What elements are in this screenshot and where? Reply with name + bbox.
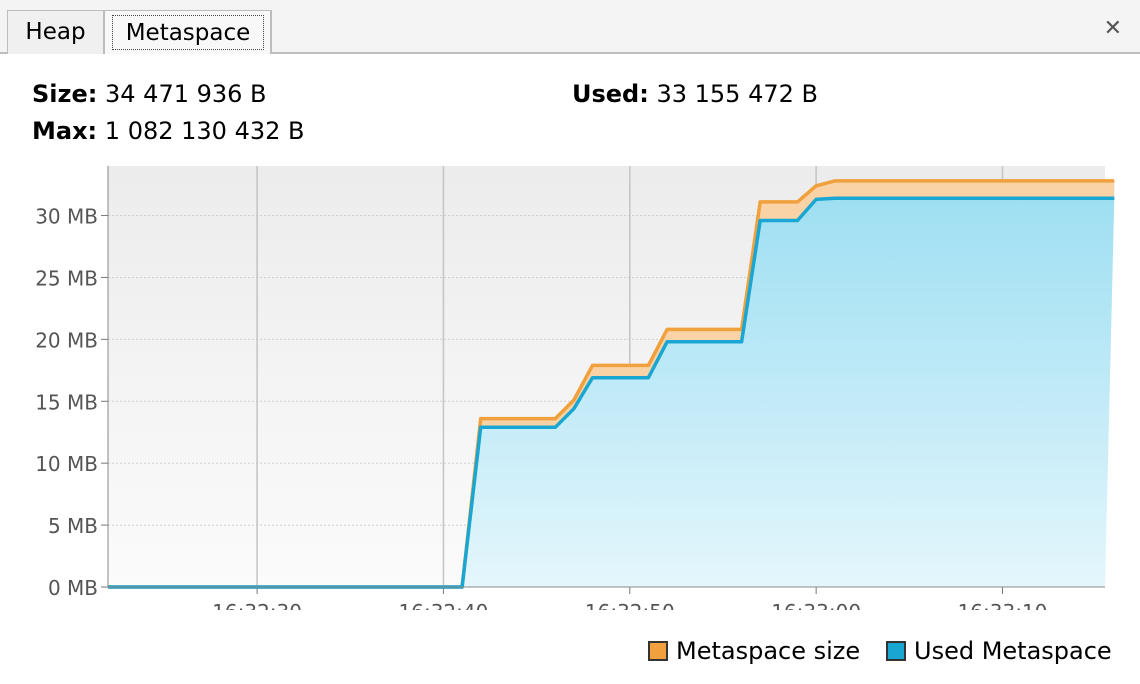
y-tick-label: 10 MB (35, 452, 98, 476)
tab-heap[interactable]: Heap (7, 10, 104, 54)
legend-swatch-metaspace-size (648, 641, 668, 661)
used-label: Used: (572, 80, 649, 108)
y-tick-label: 25 MB (35, 266, 98, 290)
tab-metaspace-label: Metaspace (112, 15, 264, 50)
tab-bar: Heap Metaspace ✕ (0, 0, 1140, 54)
legend-label-used-metaspace: Used Metaspace (914, 637, 1112, 665)
x-tick-label: 16:32:50 (585, 600, 675, 610)
close-icon[interactable]: ✕ (1103, 16, 1122, 41)
used-stat: Used: 33 155 472 B (572, 80, 818, 108)
tab-heap-label: Heap (25, 19, 86, 45)
x-tick-label: 16:33:10 (958, 600, 1048, 610)
metaspace-size-line (108, 179, 1115, 589)
chart-svg: 0 MB 5 MB 10 MB 15 MB 20 MB 25 MB 30 MB 16:32:3… (35, 166, 1115, 624)
size-stat: Size: 34 471 936 B (32, 80, 267, 108)
y-tick-label: 0 MB (48, 576, 98, 600)
y-tick-label: 15 MB (35, 390, 98, 414)
legend-swatch-used-metaspace (886, 641, 906, 661)
used-metaspace-area (108, 198, 1115, 587)
legend-used-metaspace: Used Metaspace (886, 636, 1112, 666)
max-value: 1 082 130 432 B (104, 117, 305, 145)
used-value: 33 155 472 B (656, 80, 818, 108)
legend-metaspace-size: Metaspace size (648, 636, 860, 666)
y-tick-label: 5 MB (48, 514, 98, 538)
max-label: Max: (32, 117, 98, 145)
size-label: Size: (32, 80, 98, 108)
used-metaspace-line (108, 196, 1115, 589)
x-tick-label: 16:32:40 (399, 600, 489, 610)
tab-metaspace[interactable]: Metaspace (104, 10, 272, 54)
x-tick-label: 16:33:00 (771, 600, 861, 610)
max-stat: Max: 1 082 130 432 B (32, 117, 304, 145)
y-tick-label: 30 MB (35, 205, 98, 229)
size-value: 34 471 936 B (105, 80, 267, 108)
x-tick-label: 16:32:30 (212, 600, 302, 610)
legend-label-metaspace-size: Metaspace size (676, 637, 861, 665)
metaspace-chart: 0 MB 5 MB 10 MB 15 MB 20 MB 25 MB 30 MB 16:32:3… (0, 160, 1140, 624)
y-tick-label: 20 MB (35, 328, 98, 352)
